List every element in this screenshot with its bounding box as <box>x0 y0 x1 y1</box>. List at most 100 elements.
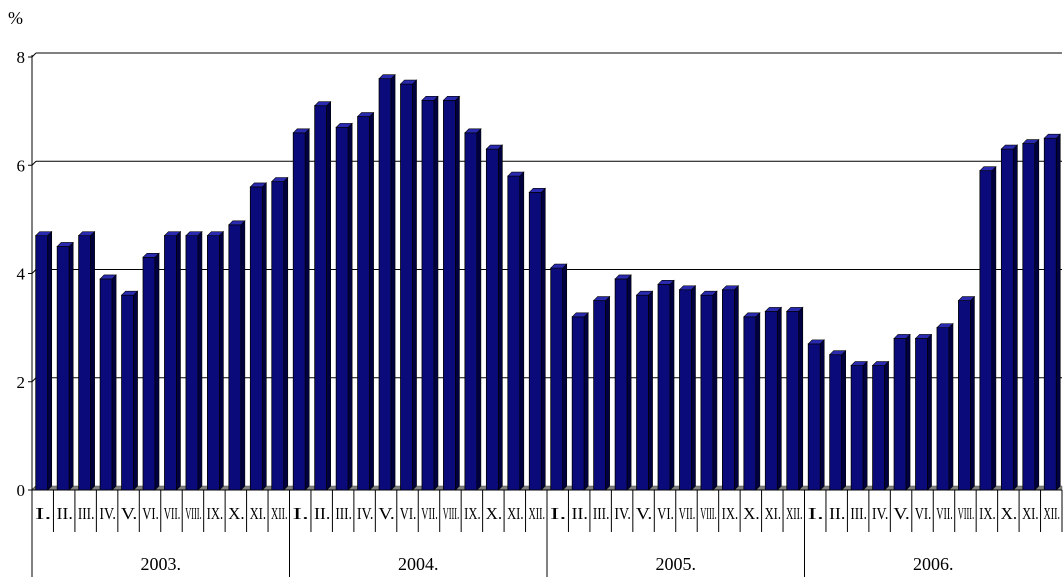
bar-top <box>871 361 890 366</box>
x-tick-label: XII. <box>529 504 545 523</box>
bar <box>442 95 461 491</box>
x-axis: I. II. III. IV. V. VI. VII. VIII. IX. X. XI. XII. I.… <box>31 490 1063 577</box>
year-label: 2006. <box>913 554 954 574</box>
bar-front <box>764 310 778 491</box>
bar-side <box>970 295 975 491</box>
bar-top <box>335 123 353 128</box>
bar-top <box>99 274 117 280</box>
bar-front <box>593 300 607 491</box>
bar <box>657 279 675 491</box>
bar-front <box>121 294 134 491</box>
bar <box>614 274 632 491</box>
x-tick-label: I. <box>35 504 51 523</box>
x-tick-label: VII. <box>421 504 437 523</box>
bar-side <box>691 285 696 491</box>
bar-front <box>507 175 521 491</box>
bar-top <box>571 312 589 318</box>
x-tick-label: XII. <box>271 504 287 523</box>
bar-front <box>99 278 113 491</box>
bar-side <box>755 312 761 491</box>
bar-top <box>893 334 911 339</box>
year-label: 2003. <box>141 554 182 574</box>
bar-side <box>991 165 997 491</box>
bar <box>163 230 182 491</box>
bar-front <box>400 83 413 491</box>
bar-top <box>1000 144 1019 150</box>
bar-top <box>914 334 933 339</box>
bar-front <box>35 235 49 491</box>
bar-side <box>369 111 374 491</box>
bar-top <box>507 171 525 177</box>
bar <box>893 333 911 491</box>
bar <box>678 285 697 491</box>
bar-top <box>120 290 139 296</box>
bar <box>356 111 375 491</box>
bar-side <box>197 230 203 491</box>
bar-front <box>1000 148 1014 491</box>
x-tick-label: I. <box>808 504 824 523</box>
bar-front <box>292 132 306 491</box>
bar <box>550 263 568 491</box>
bar <box>635 290 654 491</box>
bar <box>721 285 740 491</box>
bar-top <box>700 290 718 296</box>
bar-side <box>68 241 74 491</box>
bar <box>871 360 890 491</box>
x-tick-label: VI. <box>915 504 931 523</box>
bar-top <box>828 350 847 355</box>
bar-front <box>679 289 692 491</box>
x-tick-label: VI. <box>400 504 416 523</box>
bar-side <box>562 263 568 491</box>
bar <box>120 290 139 491</box>
bar-front <box>807 343 821 491</box>
bar <box>99 274 117 491</box>
bar-front <box>958 300 971 491</box>
bar-top <box>399 79 418 85</box>
bar-front <box>464 132 478 491</box>
bar-side <box>540 187 546 491</box>
bar-front <box>78 235 92 491</box>
bar-side <box>862 360 868 491</box>
bar <box>1000 144 1019 491</box>
bar-side <box>712 290 718 491</box>
x-tick-label: IV. <box>357 504 373 523</box>
x-tick-label: VIII. <box>700 504 716 523</box>
bar-side <box>455 95 460 491</box>
y-tick-label: 4 <box>17 265 26 284</box>
x-tick-label: IX. <box>207 504 223 523</box>
bar-top <box>35 231 53 236</box>
bar-side <box>648 290 653 491</box>
x-tick-label: IV. <box>872 504 888 523</box>
bar-front <box>56 246 70 491</box>
bar-side <box>347 122 353 491</box>
bar-side <box>734 285 739 491</box>
bar-front <box>528 191 542 491</box>
x-tick-label: III. <box>335 504 351 523</box>
bar-side <box>1013 144 1018 491</box>
y-tick-label: 2 <box>17 373 26 392</box>
bar <box>313 100 332 491</box>
bar-front <box>850 365 864 491</box>
bar <box>228 220 246 491</box>
bar <box>485 144 504 491</box>
bar <box>249 182 268 491</box>
bar-top <box>936 323 954 328</box>
bar-side <box>519 171 525 491</box>
bar-top <box>442 96 461 101</box>
bar <box>206 230 225 491</box>
bar-side <box>498 144 503 491</box>
x-tick-label: XII. <box>1044 504 1060 523</box>
bar-side <box>605 295 610 491</box>
bar-side <box>841 349 846 491</box>
bar-front <box>893 338 907 491</box>
x-tick-label: II. <box>829 504 845 523</box>
bar-side <box>884 360 889 491</box>
bar-top <box>485 144 504 150</box>
x-tick-label: IV. <box>614 504 630 523</box>
bar <box>764 306 783 491</box>
y-axis-ticks: 0 2 4 6 8 <box>17 48 37 500</box>
bar-side <box>819 339 825 491</box>
bar-top <box>550 263 568 269</box>
bar-front <box>1022 143 1036 491</box>
bar-front <box>571 316 585 491</box>
